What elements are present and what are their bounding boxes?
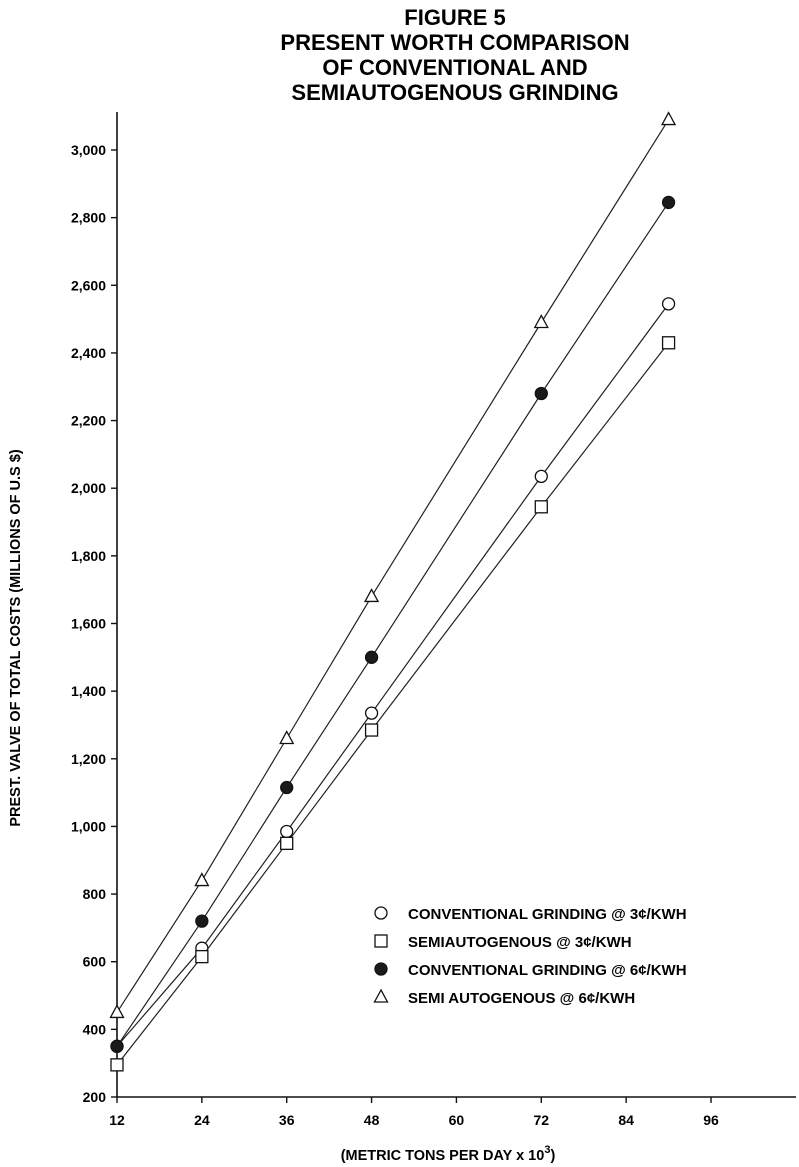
data-point-filled-circle: [280, 780, 294, 795]
legend-label: SEMI AUTOGENOUS @ 6¢/KWH: [408, 990, 635, 1007]
data-point-open-square: [280, 836, 294, 850]
x-tick-label: 72: [533, 1112, 549, 1128]
data-point-open-triangle: [279, 730, 295, 745]
data-point-filled-circle: [534, 386, 548, 401]
series-open-square: [110, 336, 676, 1072]
series-line: [116, 119, 670, 1013]
legend-item: SEMI AUTOGENOUS @ 6¢/KWH: [373, 988, 635, 1007]
data-point-filled-circle: [661, 195, 676, 210]
y-tick-label: 1,000: [71, 818, 106, 834]
data-point-open-triangle: [194, 872, 210, 887]
y-tick-label: 1,800: [71, 548, 106, 564]
series-line: [116, 303, 670, 1047]
x-tick-label: 24: [194, 1112, 210, 1128]
data-point-filled-circle: [364, 650, 379, 664]
data-point-filled-circle: [110, 1039, 124, 1053]
data-point-open-circle: [661, 297, 676, 311]
y-tick-label: 400: [83, 1021, 107, 1037]
y-tick-label: 3,000: [71, 142, 106, 158]
legend-item: CONVENTIONAL GRINDING @ 6¢/KWH: [374, 962, 687, 979]
data-point-open-triangle: [533, 314, 549, 329]
y-tick-label: 2,400: [71, 345, 106, 361]
legend-marker-open-square: [374, 934, 388, 948]
title-line-2: PRESENT WORTH COMPARISON: [280, 30, 629, 55]
y-axis-label: PREST. VALVE OF TOTAL COSTS (MILLIONS OF…: [8, 449, 24, 826]
y-tick-label: 200: [83, 1089, 107, 1105]
legend-item: CONVENTIONAL GRINDING @ 3¢/KWH: [374, 906, 687, 923]
legend-marker-filled-circle: [374, 962, 388, 976]
x-tick-label: 96: [703, 1112, 719, 1128]
series-filled-circle: [110, 195, 676, 1053]
series-open-triangle: [109, 111, 677, 1019]
legend: CONVENTIONAL GRINDING @ 3¢/KWH SEMIAUTOGE…: [373, 906, 687, 1007]
legend-marker-open-triangle: [373, 988, 389, 1003]
data-point-open-triangle: [363, 588, 380, 603]
title-line-4: SEMIAUTOGENOUS GRINDING: [291, 80, 618, 105]
data-point-open-square: [110, 1058, 124, 1072]
x-axis-label-main: (METRIC TONS PER DAY x 10: [341, 1148, 545, 1164]
x-axis-label-exponent: 3: [544, 1144, 550, 1156]
x-tick-label: 36: [279, 1112, 295, 1128]
y-tick-label: 2,600: [71, 277, 106, 293]
data-point-open-square: [661, 336, 676, 350]
data-point-open-circle: [280, 824, 294, 839]
series-group: [109, 111, 677, 1072]
title-line-1: FIGURE 5: [404, 5, 505, 30]
x-tick-label: 84: [618, 1112, 634, 1128]
x-tick-label: 60: [449, 1112, 465, 1128]
legend-label: SEMIAUTOGENOUS @ 3¢/KWH: [408, 934, 632, 951]
y-tick-label: 800: [83, 886, 107, 902]
y-axis-ticks: 200 400 600 800 1,000 1,200 1,400 1,600 1,800 2,0…: [71, 142, 117, 1105]
data-point-open-triangle: [109, 1004, 125, 1019]
y-tick-label: 2,000: [71, 480, 106, 496]
x-tick-label: 12: [109, 1112, 125, 1128]
data-point-open-circle: [534, 469, 548, 484]
legend-label: CONVENTIONAL GRINDING @ 6¢/KWH: [408, 962, 687, 979]
data-point-open-triangle: [660, 111, 677, 126]
y-tick-label: 600: [83, 954, 107, 970]
y-tick-label: 2,200: [71, 413, 106, 429]
series-line: [116, 202, 670, 1047]
x-axis-label: (METRIC TONS PER DAY x 103): [341, 1144, 556, 1164]
data-point-open-square: [534, 500, 548, 514]
y-tick-label: 2,800: [71, 210, 106, 226]
data-point-open-square: [195, 949, 209, 964]
series-line: [116, 342, 670, 1066]
data-point-open-square: [364, 723, 379, 737]
x-axis-ticks: 12 24 36 48 60 72 84 96: [109, 1097, 719, 1128]
y-tick-label: 1,400: [71, 683, 106, 699]
x-tick-label: 48: [364, 1112, 380, 1128]
title-line-3: OF CONVENTIONAL AND: [322, 55, 587, 80]
data-point-open-circle: [364, 706, 379, 720]
legend-marker-open-circle: [374, 906, 388, 920]
data-point-filled-circle: [195, 914, 209, 928]
legend-item: SEMIAUTOGENOUS @ 3¢/KWH: [374, 934, 632, 951]
chart-title: FIGURE 5 PRESENT WORTH COMPARISON OF CON…: [280, 5, 629, 105]
x-axis-label-close: ): [550, 1148, 555, 1164]
legend-label: CONVENTIONAL GRINDING @ 3¢/KWH: [408, 906, 687, 923]
y-tick-label: 1,600: [71, 616, 106, 632]
y-tick-label: 1,200: [71, 751, 106, 767]
